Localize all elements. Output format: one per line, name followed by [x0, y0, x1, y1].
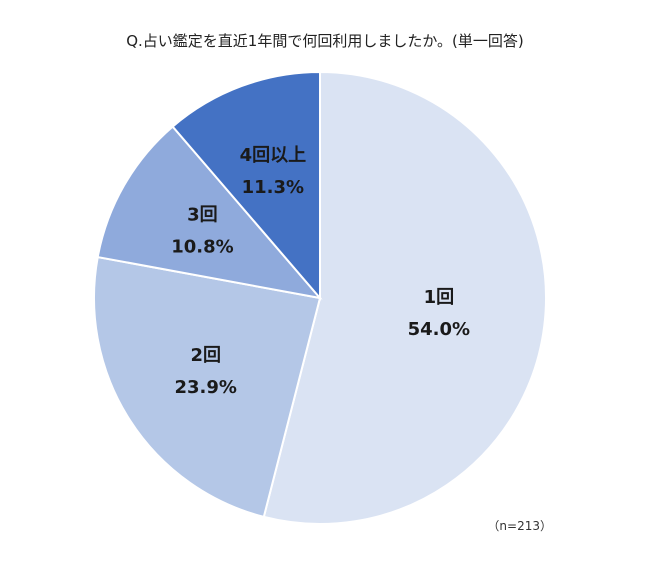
- slice-category-label: 4回以上: [240, 145, 307, 166]
- slice-value-label: 11.3%: [242, 177, 304, 198]
- pie-slice: [171, 70, 321, 301]
- chart-title: Q.占い鑑定を直近1年間で何回利用しましたか。(単一回答): [126, 32, 524, 50]
- slice-category-label: 1回: [424, 287, 455, 308]
- pie-slice: [93, 255, 322, 519]
- slice-value-label: 23.9%: [175, 377, 237, 398]
- sample-size-note: （n=213）: [487, 519, 552, 533]
- slice-category-label: 2回: [190, 345, 221, 366]
- pie-slice: [96, 125, 323, 300]
- pie-slice: [262, 70, 547, 525]
- slice-value-label: 54.0%: [408, 319, 470, 340]
- slice-category-label: 3回: [187, 204, 218, 225]
- slice-value-label: 10.8%: [171, 236, 233, 257]
